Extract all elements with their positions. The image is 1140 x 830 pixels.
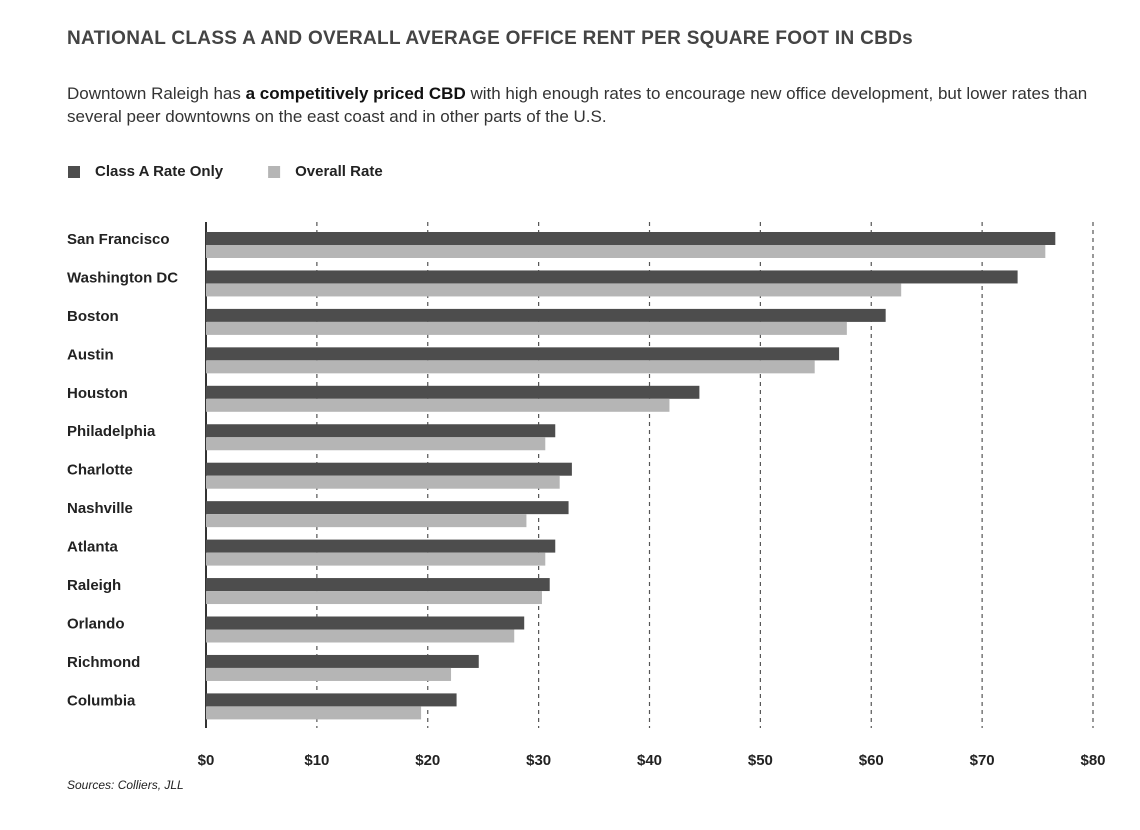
legend-label: Class A Rate Only xyxy=(95,163,224,180)
subtitle-text: Downtown Raleigh has xyxy=(67,84,246,103)
bar xyxy=(206,347,840,361)
bar xyxy=(206,629,515,643)
bar xyxy=(206,654,479,668)
bar xyxy=(206,706,422,720)
bar xyxy=(206,308,886,322)
y-tick-label: Nashville xyxy=(67,500,133,517)
bar xyxy=(206,539,556,553)
bar xyxy=(206,501,569,515)
x-tick-label: $0 xyxy=(198,752,215,769)
y-tick-label: Raleigh xyxy=(67,577,121,594)
y-tick-label: Washington DC xyxy=(67,269,178,286)
bar xyxy=(206,552,546,566)
x-tick-label: $70 xyxy=(970,752,995,769)
bar xyxy=(206,270,1018,284)
x-tick-label: $50 xyxy=(748,752,773,769)
bar xyxy=(206,462,572,476)
bar xyxy=(206,398,670,412)
bar xyxy=(206,437,546,451)
legend-swatch xyxy=(268,166,281,178)
bar xyxy=(206,232,1056,245)
y-tick-label: Columbia xyxy=(67,692,136,709)
legend-swatch xyxy=(68,166,80,178)
y-tick-label: San Francisco xyxy=(67,231,170,248)
subtitle-text: with high enough rates to encourage new … xyxy=(67,84,1092,126)
x-tick-label: $40 xyxy=(637,752,662,769)
chart-subtitle: Downtown Raleigh has a competitively pri… xyxy=(67,82,1097,128)
bar xyxy=(206,360,815,374)
bar xyxy=(206,578,550,592)
y-tick-label: Charlotte xyxy=(67,462,133,479)
y-tick-label: Richmond xyxy=(67,654,140,671)
bar xyxy=(206,667,452,681)
bar xyxy=(206,693,457,707)
x-tick-label: $20 xyxy=(415,752,440,769)
bar xyxy=(206,321,847,335)
bar xyxy=(206,591,542,605)
legend-label: Overall Rate xyxy=(295,163,383,180)
y-tick-label: Austin xyxy=(67,346,114,363)
y-tick-label: Atlanta xyxy=(67,539,118,556)
y-tick-label: Philadelphia xyxy=(67,423,156,440)
bar xyxy=(206,245,1046,258)
y-tick-label: Orlando xyxy=(67,615,125,632)
bar xyxy=(206,616,525,630)
y-tick-label: Boston xyxy=(67,308,119,325)
bar xyxy=(206,283,902,297)
bar xyxy=(206,424,556,438)
x-tick-label: $60 xyxy=(859,752,884,769)
bar xyxy=(206,475,560,489)
y-tick-label: Houston xyxy=(67,385,128,402)
bar xyxy=(206,514,527,528)
x-tick-label: $10 xyxy=(304,752,329,769)
x-tick-label: $80 xyxy=(1080,752,1105,769)
x-tick-label: $30 xyxy=(526,752,551,769)
bar xyxy=(206,385,700,399)
chart-title: NATIONAL CLASS A AND OVERALL AVERAGE OFF… xyxy=(67,28,914,49)
source-note: Sources: Colliers, JLL xyxy=(67,778,184,792)
subtitle-emphasis: a competitively priced CBD xyxy=(245,84,466,103)
